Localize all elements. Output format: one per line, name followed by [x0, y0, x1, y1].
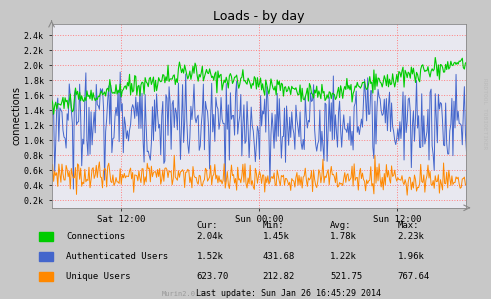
Text: 1.52k: 1.52k [196, 252, 223, 261]
Text: 1.96k: 1.96k [398, 252, 425, 261]
Text: Murin2.0.19: Murin2.0.19 [162, 291, 209, 297]
Text: Connections: Connections [66, 232, 125, 241]
Text: Max:: Max: [398, 221, 419, 230]
Text: Min:: Min: [263, 221, 284, 230]
Text: 1.78k: 1.78k [330, 232, 357, 241]
Title: Loads - by day: Loads - by day [213, 10, 305, 23]
Y-axis label: connections: connections [11, 86, 21, 145]
Text: Cur:: Cur: [196, 221, 218, 230]
Text: 1.22k: 1.22k [330, 252, 357, 261]
Text: 1.45k: 1.45k [263, 232, 290, 241]
Text: 767.64: 767.64 [398, 272, 430, 281]
Text: 212.82: 212.82 [263, 272, 295, 281]
Text: Authenticated Users: Authenticated Users [66, 252, 168, 261]
Text: 2.23k: 2.23k [398, 232, 425, 241]
Text: 623.70: 623.70 [196, 272, 229, 281]
Text: RRDTOOL TOBIOETIKER: RRDTOOL TOBIOETIKER [482, 78, 487, 149]
Text: 2.04k: 2.04k [196, 232, 223, 241]
Text: 431.68: 431.68 [263, 252, 295, 261]
Text: Unique Users: Unique Users [66, 272, 131, 281]
Text: Last update: Sun Jan 26 16:45:29 2014: Last update: Sun Jan 26 16:45:29 2014 [196, 289, 382, 298]
Text: 521.75: 521.75 [330, 272, 362, 281]
Text: Avg:: Avg: [330, 221, 352, 230]
